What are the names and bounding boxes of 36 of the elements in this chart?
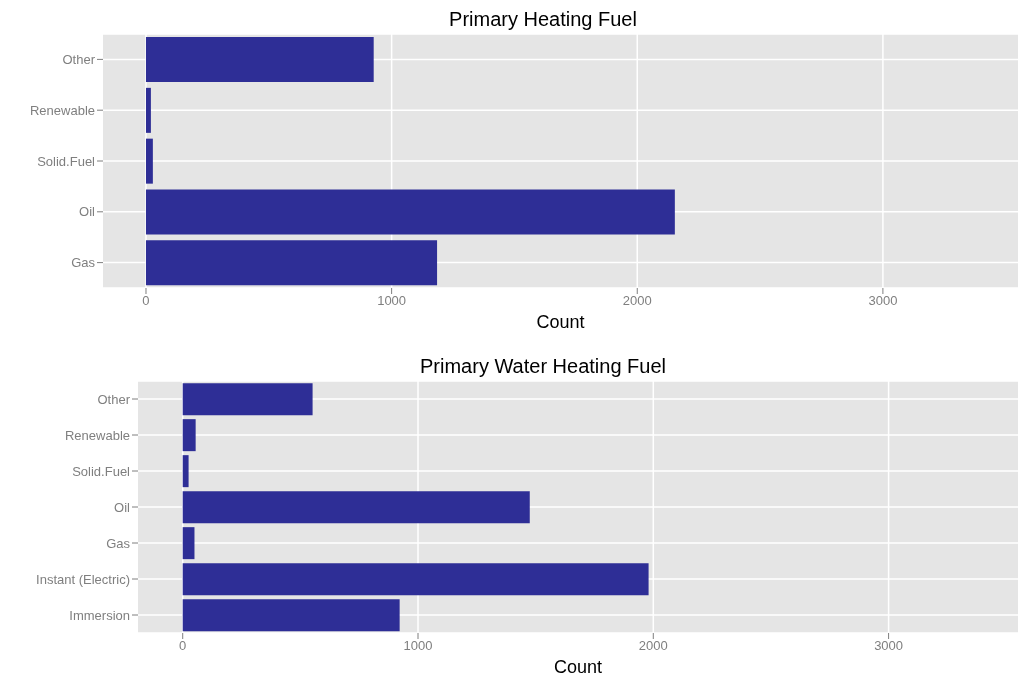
x-tick-label: 3000 [868,293,898,309]
y-tick-label: Other [62,52,96,68]
bar [182,491,530,524]
x-tick-label: 1000 [377,293,407,309]
bar [182,563,649,596]
chart-title: Primary Water Heating Fuel [419,355,667,379]
y-tick-label: Gas [106,535,131,551]
bar [145,138,153,184]
x-tick-label: 3000 [874,638,904,654]
chart-title: Primary Heating Fuel [448,8,638,32]
x-tick-label: 2000 [622,293,652,309]
y-tick-label: Solid.Fuel [37,153,96,169]
y-tick-label: Renewable [64,427,130,443]
x-axis-title: Count [552,657,603,678]
y-tick-label: Oil [79,204,96,220]
y-tick-label: Instant (Electric) [36,571,130,587]
x-tick-label: 0 [179,638,187,654]
bar [182,599,400,632]
bar [182,419,196,452]
y-tick-label: Immersion [69,607,130,623]
bar [145,87,151,133]
bar [145,37,374,83]
bar [182,383,313,416]
y-tick-label: Oil [114,499,131,515]
bar [145,189,675,235]
x-axis-title: Count [535,312,586,333]
bar [145,240,438,286]
y-tick-label: Gas [71,255,96,271]
y-tick-label: Renewable [29,102,95,118]
x-tick-label: 0 [142,293,150,309]
bar [182,455,189,488]
x-tick-label: 1000 [403,638,433,654]
x-tick-label: 2000 [638,638,668,654]
y-tick-label: Other [97,391,131,407]
bar [182,527,195,560]
y-tick-label: Solid.Fuel [72,463,131,479]
